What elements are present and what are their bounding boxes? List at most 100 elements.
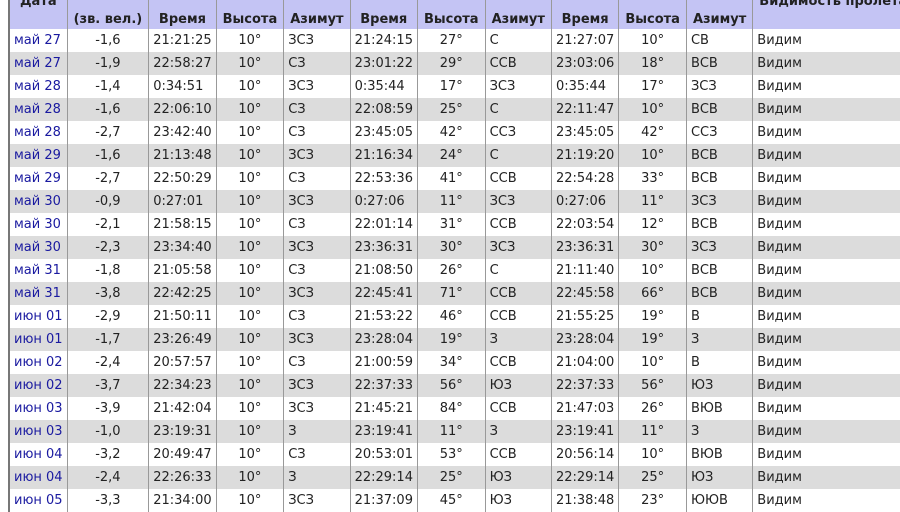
cell-start-altitude: 10° [215, 144, 284, 167]
cell-max-azimuth: З [484, 420, 552, 443]
cell-end-azimuth: З [685, 420, 753, 443]
date-link[interactable]: май 28 [8, 75, 68, 98]
cell-max-altitude: 30° [416, 236, 486, 259]
cell-max-azimuth: ССВ [484, 397, 552, 420]
cell-magnitude: -1,6 [66, 98, 149, 121]
table-row: май 27 -1,6 21:21:25 10° ЗСЗ 21:24:15 27° С 21:2… [8, 29, 900, 52]
cell-end-azimuth: ВСВ [685, 98, 753, 121]
table-row: июн 04 -3,2 20:49:47 10° СЗ 20:53:01 53° ССВ 20:… [8, 443, 900, 466]
header-start-azimuth: Азимут [283, 0, 351, 29]
cell-end-altitude: 30° [618, 236, 687, 259]
cell-end-altitude: 10° [618, 144, 687, 167]
date-link[interactable]: май 29 [8, 144, 68, 167]
cell-start-altitude: 10° [215, 52, 284, 75]
cell-end-azimuth: ЗСЗ [685, 190, 753, 213]
cell-magnitude: -0,9 [66, 190, 149, 213]
date-link[interactable]: июн 03 [8, 420, 68, 443]
cell-end-altitude: 17° [618, 75, 687, 98]
cell-start-azimuth: ЗСЗ [283, 374, 351, 397]
cell-magnitude: -1,0 [66, 420, 149, 443]
cell-magnitude: -1,9 [66, 52, 149, 75]
cell-start-azimuth: СЗ [283, 305, 351, 328]
cell-end-azimuth: ВСВ [685, 259, 753, 282]
date-link[interactable]: июн 01 [8, 305, 68, 328]
cell-max-altitude: 84° [416, 397, 486, 420]
header-end-altitude: Высота [618, 0, 687, 29]
cell-max-time: 21:00:59 [349, 351, 418, 374]
cell-max-altitude: 17° [416, 75, 486, 98]
table-row: май 28 -1,6 22:06:10 10° СЗ 22:08:59 25° С 22:11… [8, 98, 900, 121]
date-link[interactable]: май 31 [8, 259, 68, 282]
cell-start-time: 22:58:27 [148, 52, 217, 75]
cell-max-azimuth: ЗСЗ [484, 236, 552, 259]
cell-visibility: Видим [752, 167, 900, 190]
cell-start-time: 22:06:10 [148, 98, 217, 121]
date-link[interactable]: май 31 [8, 282, 68, 305]
cell-visibility: Видим [752, 420, 900, 443]
table-row: май 30 -2,3 23:34:40 10° ЗСЗ 23:36:31 30° ЗСЗ 23… [8, 236, 900, 259]
cell-start-altitude: 10° [215, 236, 284, 259]
header-visibility-label: Видимость пролета [759, 0, 900, 9]
cell-max-azimuth: З [484, 328, 552, 351]
date-link[interactable]: июн 04 [8, 443, 68, 466]
cell-end-altitude: 19° [618, 305, 687, 328]
date-link[interactable]: май 30 [8, 190, 68, 213]
header-max-azimuth: Азимут [484, 0, 552, 29]
cell-visibility: Видим [752, 466, 900, 489]
header-end-azimuth: Азимут [685, 0, 753, 29]
cell-visibility: Видим [752, 328, 900, 351]
cell-start-altitude: 10° [215, 397, 284, 420]
cell-start-time: 21:42:04 [148, 397, 217, 420]
date-link[interactable]: июн 02 [8, 374, 68, 397]
cell-start-time: 0:34:51 [148, 75, 217, 98]
cell-end-time: 23:28:04 [550, 328, 619, 351]
cell-max-azimuth: С [484, 29, 552, 52]
cell-end-azimuth: ЮЗ [685, 374, 753, 397]
cell-start-time: 21:50:11 [148, 305, 217, 328]
cell-end-azimuth: ВСВ [685, 282, 753, 305]
cell-magnitude: -1,7 [66, 328, 149, 351]
cell-start-altitude: 10° [215, 328, 284, 351]
cell-max-altitude: 34° [416, 351, 486, 374]
cell-end-altitude: 10° [618, 29, 687, 52]
cell-max-azimuth: ССВ [484, 443, 552, 466]
cell-magnitude: -1,8 [66, 259, 149, 282]
cell-end-time: 21:47:03 [550, 397, 619, 420]
cell-max-time: 23:36:31 [349, 236, 418, 259]
cell-start-altitude: 10° [215, 29, 284, 52]
date-link[interactable]: май 27 [8, 29, 68, 52]
cell-visibility: Видим [752, 443, 900, 466]
cell-start-azimuth: ЗСЗ [283, 75, 351, 98]
cell-start-time: 21:21:25 [148, 29, 217, 52]
table-row: июн 02 -3,7 22:34:23 10° ЗСЗ 22:37:33 56° ЮЗ 22:… [8, 374, 900, 397]
cell-end-azimuth: ВСВ [685, 144, 753, 167]
date-link[interactable]: май 28 [8, 98, 68, 121]
date-link[interactable]: май 28 [8, 121, 68, 144]
date-link[interactable]: май 27 [8, 52, 68, 75]
header-end-time: Время [550, 0, 619, 29]
cell-visibility: Видим [752, 259, 900, 282]
date-link[interactable]: май 29 [8, 167, 68, 190]
cell-max-altitude: 11° [416, 420, 486, 443]
cell-start-altitude: 10° [215, 75, 284, 98]
cell-start-time: 22:50:29 [148, 167, 217, 190]
cell-end-altitude: 56° [618, 374, 687, 397]
cell-max-altitude: 26° [416, 259, 486, 282]
cell-start-time: 0:27:01 [148, 190, 217, 213]
cell-start-time: 21:05:58 [148, 259, 217, 282]
date-link[interactable]: июн 04 [8, 466, 68, 489]
date-link[interactable]: июн 02 [8, 351, 68, 374]
cell-end-azimuth: В [685, 305, 753, 328]
cell-start-altitude: 10° [215, 213, 284, 236]
cell-end-time: 22:29:14 [550, 466, 619, 489]
date-link[interactable]: июн 05 [8, 489, 68, 512]
cell-max-azimuth: ЮЗ [484, 374, 552, 397]
cell-end-altitude: 11° [618, 190, 687, 213]
date-link[interactable]: июн 01 [8, 328, 68, 351]
cell-end-altitude: 10° [618, 98, 687, 121]
date-link[interactable]: май 30 [8, 213, 68, 236]
date-link[interactable]: июн 03 [8, 397, 68, 420]
date-link[interactable]: май 30 [8, 236, 68, 259]
cell-end-altitude: 19° [618, 328, 687, 351]
cell-end-azimuth: З [685, 328, 753, 351]
